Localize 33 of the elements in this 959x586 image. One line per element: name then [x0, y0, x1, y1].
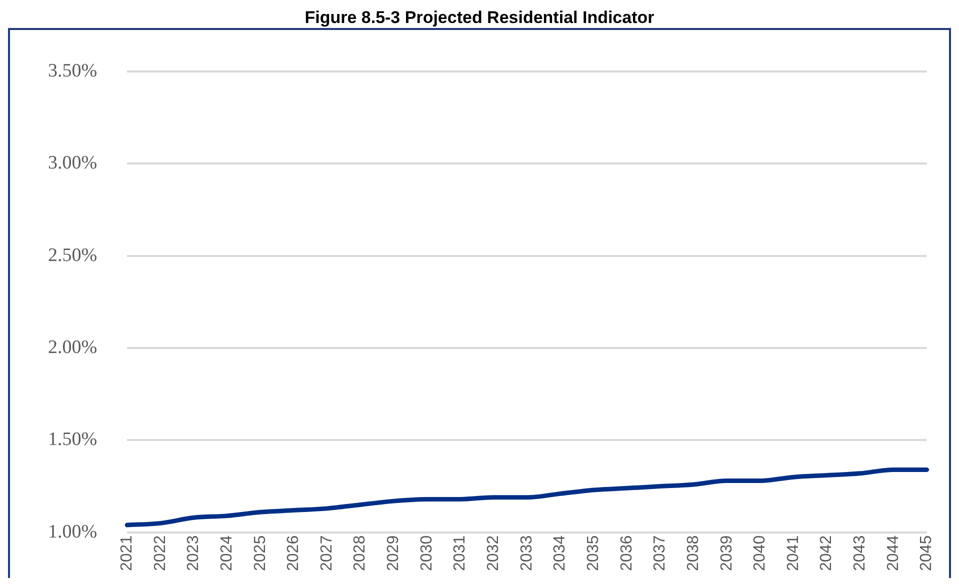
x-tick-label: 2033: [518, 535, 536, 571]
x-tick-label: 2036: [618, 535, 636, 571]
x-tick-label: 2042: [818, 535, 836, 571]
y-tick-label: 3.50%: [48, 60, 98, 82]
x-tick-label: 2035: [584, 535, 602, 571]
y-tick-label: 2.50%: [48, 244, 98, 266]
y-tick-label: 3.00%: [48, 152, 98, 174]
x-tick-label: 2023: [185, 535, 202, 571]
x-tick-label: 2038: [684, 535, 702, 571]
x-tick-label: 2022: [152, 535, 169, 571]
x-tick-label: 2040: [752, 535, 769, 571]
x-tick-label: 2032: [485, 535, 502, 571]
chart-title: Figure 8.5-3 Projected Residential Indicator: [304, 8, 656, 28]
x-tick-label: 2043: [852, 535, 869, 571]
x-tick-label: 2021: [118, 535, 136, 571]
x-tick-label: 2027: [318, 535, 336, 571]
x-tick-label: 2044: [884, 535, 902, 571]
x-tick-label: 2031: [452, 535, 469, 571]
y-tick-label: 2.00%: [48, 336, 98, 358]
x-tick-label: 2029: [385, 535, 402, 571]
y-tick-label: 1.50%: [48, 429, 98, 450]
x-tick-label: 2037: [652, 535, 669, 571]
x-tick-label: 2045: [918, 535, 936, 571]
x-tick-label: 2034: [552, 535, 569, 571]
x-tick-label: 2039: [718, 535, 736, 571]
y-tick-label: 1.00%: [48, 521, 98, 542]
line-series: [124, 467, 930, 528]
x-tick-label: 2028: [352, 535, 369, 571]
x-tick-label: 2041: [784, 535, 802, 571]
x-tick-label: 2030: [418, 535, 436, 571]
x-tick-label: 2025: [252, 535, 269, 571]
x-tick-label: 2026: [285, 535, 302, 571]
x-tick-label: 2024: [218, 535, 236, 571]
